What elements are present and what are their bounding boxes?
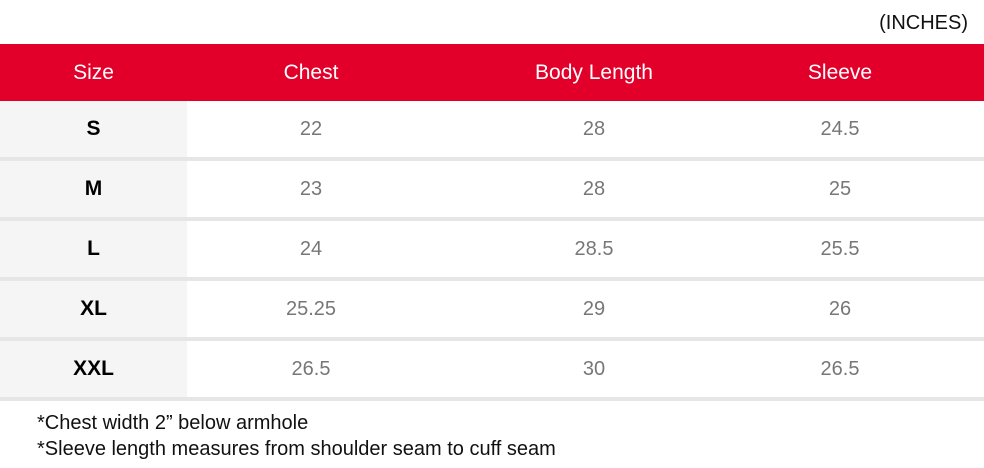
- body-length-cell: 30: [582, 357, 606, 380]
- body-length-cell: 28: [582, 117, 606, 140]
- chest-cell: 25.25: [285, 297, 337, 320]
- chest-cell: 26.5: [291, 357, 331, 380]
- footnote-sleeve: *Sleeve length measures from shoulder se…: [37, 438, 556, 460]
- unit-label: (INCHES): [879, 12, 968, 34]
- chest-cell: 22: [299, 117, 323, 140]
- size-cell: XL: [0, 281, 187, 337]
- footnote-chest: *Chest width 2” below armhole: [37, 412, 309, 434]
- sleeve-cell: 24.5: [820, 117, 860, 140]
- size-chart-table: Size Chest Body Length Sleeve S 22 28 24.5 M…: [0, 44, 984, 401]
- table-row: L 24 28.5 25.5: [0, 221, 984, 281]
- body-length-cell: 29: [582, 297, 606, 320]
- footnotes: *Chest width 2” below armhole *Sleeve le…: [37, 410, 556, 462]
- size-cell: S: [0, 101, 187, 157]
- sleeve-cell: 26: [828, 297, 852, 320]
- sleeve-cell: 26.5: [820, 357, 860, 380]
- sleeve-cell: 25: [828, 177, 852, 200]
- table-header: Size Chest Body Length Sleeve: [0, 44, 984, 101]
- chest-cell: 23: [299, 177, 323, 200]
- header-sleeve: Sleeve: [807, 60, 873, 84]
- body-length-cell: 28.5: [574, 237, 614, 260]
- header-size: Size: [73, 60, 114, 84]
- size-cell: M: [0, 161, 187, 217]
- body-length-cell: 28: [582, 177, 606, 200]
- table-row: XXL 26.5 30 26.5: [0, 341, 984, 401]
- sleeve-cell: 25.5: [820, 237, 860, 260]
- header-chest: Chest: [283, 60, 339, 84]
- table-row: M 23 28 25: [0, 161, 984, 221]
- size-cell: L: [0, 221, 187, 277]
- table-row: S 22 28 24.5: [0, 101, 984, 161]
- size-cell: XXL: [0, 341, 187, 397]
- chest-cell: 24: [299, 237, 323, 260]
- header-body-length: Body Length: [535, 60, 653, 84]
- table-row: XL 25.25 29 26: [0, 281, 984, 341]
